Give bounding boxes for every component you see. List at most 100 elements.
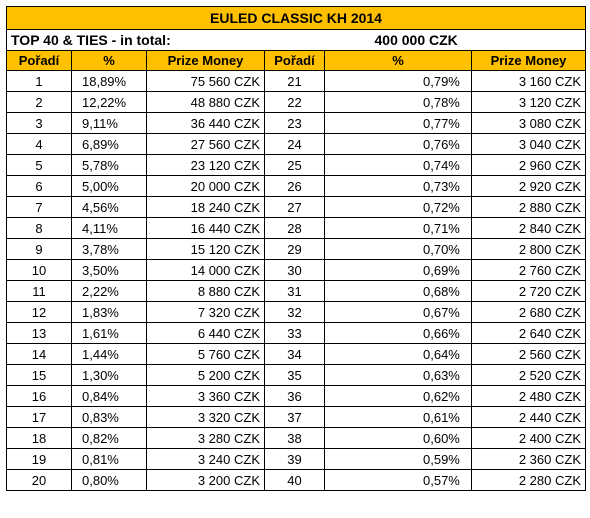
percent-cell: 18,89% bbox=[71, 70, 147, 92]
prize-cell: 2 720 CZK bbox=[471, 280, 586, 302]
percent-cell: 0,73% bbox=[324, 175, 472, 197]
percent-cell: 9,11% bbox=[71, 112, 147, 134]
percent-cell: 0,59% bbox=[324, 448, 472, 470]
rank-cell: 29 bbox=[264, 238, 325, 260]
prize-cell: 16 440 CZK bbox=[146, 217, 265, 239]
rank-cell: 27 bbox=[264, 196, 325, 218]
prize-cell: 2 400 CZK bbox=[471, 427, 586, 449]
percent-cell: 0,77% bbox=[324, 112, 472, 134]
rank-cell: 33 bbox=[264, 322, 325, 344]
rank-cell: 7 bbox=[6, 196, 72, 218]
table-row: 1 18,89% 75 560 CZK 21 0,79% 3 160 CZK bbox=[6, 70, 586, 92]
percent-cell: 5,00% bbox=[71, 175, 147, 197]
prize-cell: 2 480 CZK bbox=[471, 385, 586, 407]
percent-cell: 0,74% bbox=[324, 154, 472, 176]
prize-table-sheet: EULED CLASSIC KH 2014 TOP 40 & TIES - in… bbox=[6, 6, 586, 491]
percent-cell: 0,81% bbox=[71, 448, 147, 470]
percent-cell: 12,22% bbox=[71, 91, 147, 113]
rank-cell: 34 bbox=[264, 343, 325, 365]
header-prize-right: Prize Money bbox=[471, 50, 586, 71]
table-row: 11 2,22% 8 880 CZK 31 0,68% 2 720 CZK bbox=[6, 280, 586, 302]
table-row: 15 1,30% 5 200 CZK 35 0,63% 2 520 CZK bbox=[6, 364, 586, 386]
rank-cell: 39 bbox=[264, 448, 325, 470]
percent-cell: 0,62% bbox=[324, 385, 472, 407]
prize-cell: 7 320 CZK bbox=[146, 301, 265, 323]
percent-cell: 4,11% bbox=[71, 217, 147, 239]
header-pct-left: % bbox=[71, 50, 147, 71]
percent-cell: 0,70% bbox=[324, 238, 472, 260]
prize-cell: 23 120 CZK bbox=[146, 154, 265, 176]
table-row: 20 0,80% 3 200 CZK 40 0,57% 2 280 CZK bbox=[6, 469, 586, 491]
prize-cell: 5 200 CZK bbox=[146, 364, 265, 386]
rank-cell: 10 bbox=[6, 259, 72, 281]
table-body: 1 18,89% 75 560 CZK 21 0,79% 3 160 CZK 2 12,22%… bbox=[6, 70, 586, 491]
rank-cell: 23 bbox=[264, 112, 325, 134]
table-row: 5 5,78% 23 120 CZK 25 0,74% 2 960 CZK bbox=[6, 154, 586, 176]
percent-cell: 0,71% bbox=[324, 217, 472, 239]
prize-cell: 36 440 CZK bbox=[146, 112, 265, 134]
percent-cell: 0,69% bbox=[324, 259, 472, 281]
rank-cell: 21 bbox=[264, 70, 325, 92]
percent-cell: 0,84% bbox=[71, 385, 147, 407]
header-pct-right: % bbox=[324, 50, 472, 71]
percent-cell: 0,63% bbox=[324, 364, 472, 386]
prize-cell: 3 080 CZK bbox=[471, 112, 586, 134]
rank-cell: 13 bbox=[6, 322, 72, 344]
table-row: 12 1,83% 7 320 CZK 32 0,67% 2 680 CZK bbox=[6, 301, 586, 323]
prize-cell: 3 240 CZK bbox=[146, 448, 265, 470]
prize-cell: 14 000 CZK bbox=[146, 259, 265, 281]
table-row: 6 5,00% 20 000 CZK 26 0,73% 2 920 CZK bbox=[6, 175, 586, 197]
prize-cell: 48 880 CZK bbox=[146, 91, 265, 113]
rank-cell: 32 bbox=[264, 301, 325, 323]
prize-cell: 2 840 CZK bbox=[471, 217, 586, 239]
prize-cell: 3 120 CZK bbox=[471, 91, 586, 113]
percent-cell: 5,78% bbox=[71, 154, 147, 176]
percent-cell: 0,72% bbox=[324, 196, 472, 218]
prize-cell: 2 520 CZK bbox=[471, 364, 586, 386]
table-row: 17 0,83% 3 320 CZK 37 0,61% 2 440 CZK bbox=[6, 406, 586, 428]
prize-cell: 3 320 CZK bbox=[146, 406, 265, 428]
prize-cell: 2 560 CZK bbox=[471, 343, 586, 365]
percent-cell: 2,22% bbox=[71, 280, 147, 302]
percent-cell: 0,67% bbox=[324, 301, 472, 323]
percent-cell: 3,78% bbox=[71, 238, 147, 260]
header-rank-left: Pořadí bbox=[6, 50, 72, 71]
prize-cell: 20 000 CZK bbox=[146, 175, 265, 197]
rank-cell: 30 bbox=[264, 259, 325, 281]
percent-cell: 0,57% bbox=[324, 469, 472, 491]
percent-cell: 0,66% bbox=[324, 322, 472, 344]
rank-cell: 26 bbox=[264, 175, 325, 197]
percent-cell: 6,89% bbox=[71, 133, 147, 155]
total-value: 400 000 CZK bbox=[324, 29, 586, 51]
rank-cell: 3 bbox=[6, 112, 72, 134]
rank-cell: 28 bbox=[264, 217, 325, 239]
percent-cell: 0,68% bbox=[324, 280, 472, 302]
header-prize-left: Prize Money bbox=[146, 50, 265, 71]
percent-cell: 4,56% bbox=[71, 196, 147, 218]
percent-cell: 0,80% bbox=[71, 469, 147, 491]
percent-cell: 1,83% bbox=[71, 301, 147, 323]
prize-cell: 3 040 CZK bbox=[471, 133, 586, 155]
table-row: 10 3,50% 14 000 CZK 30 0,69% 2 760 CZK bbox=[6, 259, 586, 281]
prize-cell: 18 240 CZK bbox=[146, 196, 265, 218]
prize-cell: 5 760 CZK bbox=[146, 343, 265, 365]
prize-cell: 2 880 CZK bbox=[471, 196, 586, 218]
prize-cell: 2 440 CZK bbox=[471, 406, 586, 428]
rank-cell: 12 bbox=[6, 301, 72, 323]
table-row: 7 4,56% 18 240 CZK 27 0,72% 2 880 CZK bbox=[6, 196, 586, 218]
table-row: 18 0,82% 3 280 CZK 38 0,60% 2 400 CZK bbox=[6, 427, 586, 449]
rank-cell: 4 bbox=[6, 133, 72, 155]
rank-cell: 31 bbox=[264, 280, 325, 302]
rank-cell: 18 bbox=[6, 427, 72, 449]
percent-cell: 3,50% bbox=[71, 259, 147, 281]
rank-cell: 11 bbox=[6, 280, 72, 302]
prize-cell: 75 560 CZK bbox=[146, 70, 265, 92]
table-row: 19 0,81% 3 240 CZK 39 0,59% 2 360 CZK bbox=[6, 448, 586, 470]
rank-cell: 25 bbox=[264, 154, 325, 176]
rank-cell: 16 bbox=[6, 385, 72, 407]
percent-cell: 0,60% bbox=[324, 427, 472, 449]
prize-cell: 2 800 CZK bbox=[471, 238, 586, 260]
percent-cell: 0,83% bbox=[71, 406, 147, 428]
table-row: 2 12,22% 48 880 CZK 22 0,78% 3 120 CZK bbox=[6, 91, 586, 113]
prize-cell: 2 960 CZK bbox=[471, 154, 586, 176]
